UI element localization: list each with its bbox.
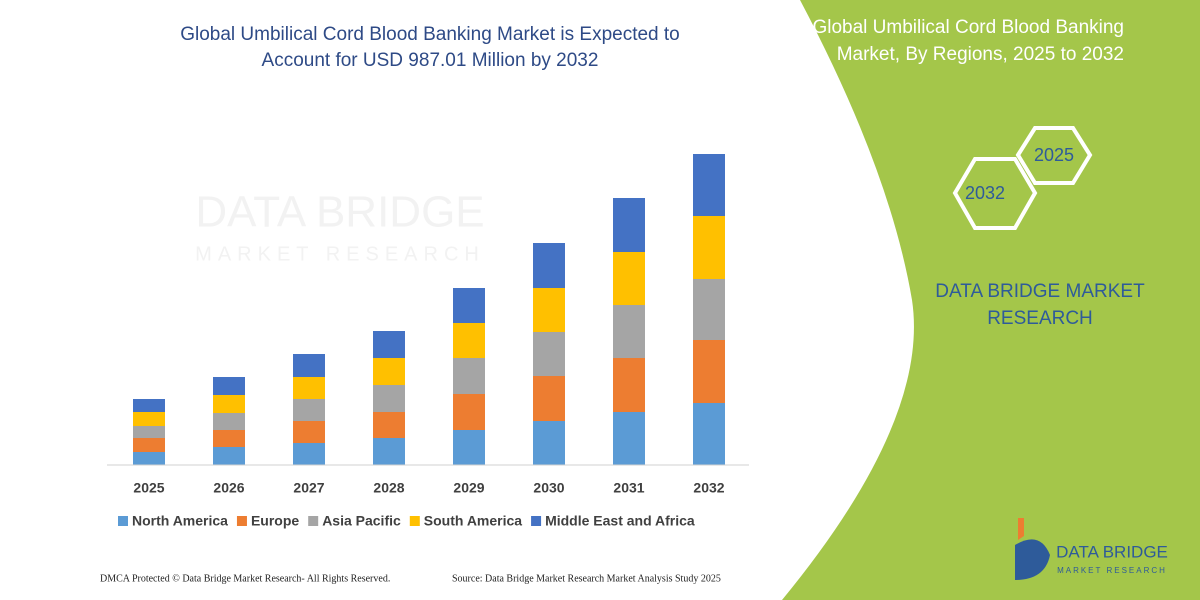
bar-segment [373, 438, 405, 465]
legend-label: South America [424, 513, 522, 529]
bar-segment [213, 377, 245, 395]
bar-segment [613, 198, 645, 252]
panel-brand: DATA BRIDGE MARKET RESEARCH [935, 281, 1145, 329]
footer-right: Source: Data Bridge Market Research Mark… [452, 573, 721, 584]
x-tick-label: 2025 [133, 480, 164, 496]
bar-segment [373, 331, 405, 358]
bar-segment [693, 154, 725, 216]
bar-segment [293, 443, 325, 465]
legend-swatch [308, 516, 319, 526]
hexagon [952, 157, 1038, 230]
watermark: DATA BRIDGE [195, 188, 484, 237]
logo-tagline: MARKET RESEARCH [1057, 566, 1167, 575]
bar-segment [373, 358, 405, 385]
bar-segment [213, 430, 245, 447]
bar-segment [533, 421, 565, 465]
bar-segment [693, 216, 725, 279]
logo-name: DATA BRIDGE [1056, 542, 1168, 561]
bar-segment [613, 412, 645, 465]
hex-label: 2032 [965, 183, 1005, 203]
panel-title: Global Umbilical Cord Blood Banking Mark… [812, 17, 1124, 65]
bar-segment [213, 395, 245, 413]
x-tick-label: 2032 [693, 480, 724, 496]
bar-segment [133, 426, 165, 438]
bar-segment [293, 354, 325, 377]
bar-segment [213, 413, 245, 430]
x-tick-label: 2031 [613, 480, 644, 496]
x-tick-label: 2027 [293, 480, 324, 496]
bar-segment [453, 288, 485, 323]
bar-segment [293, 421, 325, 443]
bar-segment [613, 358, 645, 412]
bar-segment [453, 323, 485, 358]
bar-segment [373, 385, 405, 412]
legend-label: Asia Pacific [322, 513, 401, 529]
bar-segment [453, 394, 485, 430]
bar-segment [373, 412, 405, 438]
x-tick-label: 2026 [213, 480, 244, 496]
bar-segment [533, 332, 565, 376]
side-panel [782, 0, 1200, 600]
bar-segment [533, 288, 565, 332]
legend-label: Europe [251, 513, 299, 529]
legend-swatch [118, 516, 128, 526]
x-tick-label: 2030 [533, 480, 564, 496]
bar-segment [133, 438, 165, 452]
x-tick-label: 2029 [453, 480, 484, 496]
chart-title: Global Umbilical Cord Blood Banking Mark… [180, 24, 680, 71]
bar-segment [533, 243, 565, 288]
legend-swatch [236, 516, 247, 526]
footer-left: DMCA Protected © Data Bridge Market Rese… [100, 573, 390, 584]
logo-mark [1015, 539, 1050, 580]
bar-segment [693, 279, 725, 340]
x-tick-label: 2028 [373, 480, 404, 496]
bar-segment [213, 447, 245, 465]
bar-segment [133, 399, 165, 412]
bar-segment [693, 340, 725, 403]
bar-segment [133, 452, 165, 465]
bar-segment [133, 412, 165, 426]
legend-swatch [409, 516, 420, 526]
legend-label: North America [132, 513, 228, 529]
bar-segment [613, 252, 645, 305]
logo-mark [1018, 518, 1024, 540]
legend-swatch [531, 516, 542, 526]
legend-label: Middle East and Africa [545, 513, 695, 529]
bar-segment [293, 377, 325, 399]
hex-label: 2025 [1034, 145, 1074, 165]
bar-segment [293, 399, 325, 421]
bar-segment [613, 305, 645, 358]
watermark: MARKET RESEARCH [195, 243, 485, 265]
bar-segment [533, 376, 565, 421]
hexagon [1015, 126, 1093, 185]
bar-segment [693, 403, 725, 465]
bar-segment [453, 430, 485, 465]
bar-segment [453, 358, 485, 394]
